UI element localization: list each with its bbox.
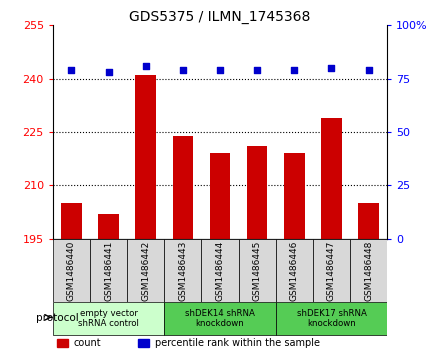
Bar: [98, 214, 119, 239]
Text: GSM1486448: GSM1486448: [364, 241, 373, 301]
Text: shDEK14 shRNA
knockdown: shDEK14 shRNA knockdown: [185, 309, 255, 328]
Bar: [359, 203, 379, 239]
Text: GSM1486443: GSM1486443: [178, 241, 187, 301]
Bar: [202, 239, 238, 302]
Bar: [164, 239, 202, 302]
Bar: [90, 239, 127, 302]
Text: GSM1486445: GSM1486445: [253, 241, 262, 301]
Bar: [164, 302, 276, 335]
Point: [105, 69, 112, 75]
Text: percentile rank within the sample: percentile rank within the sample: [155, 338, 320, 348]
Bar: [238, 239, 276, 302]
Point: [291, 67, 298, 73]
Text: GSM1486446: GSM1486446: [290, 241, 299, 301]
Text: GSM1486441: GSM1486441: [104, 241, 113, 301]
Bar: [321, 118, 342, 239]
Bar: [53, 239, 90, 302]
Point: [68, 67, 75, 73]
Point: [253, 67, 260, 73]
Text: GSM1486447: GSM1486447: [327, 241, 336, 301]
Point: [365, 67, 372, 73]
Bar: [210, 154, 230, 239]
Text: GSM1486444: GSM1486444: [216, 241, 224, 301]
Bar: [138, 339, 150, 347]
Text: empty vector
shRNA control: empty vector shRNA control: [78, 309, 139, 328]
Bar: [284, 154, 304, 239]
Bar: [313, 239, 350, 302]
Bar: [172, 136, 193, 239]
Point: [142, 63, 149, 69]
Bar: [127, 239, 164, 302]
Bar: [53, 302, 164, 335]
Bar: [61, 203, 81, 239]
Point: [216, 67, 224, 73]
Title: GDS5375 / ILMN_1745368: GDS5375 / ILMN_1745368: [129, 11, 311, 24]
Text: count: count: [73, 338, 101, 348]
Bar: [136, 75, 156, 239]
Point: [328, 65, 335, 71]
Point: [180, 67, 187, 73]
Text: protocol: protocol: [36, 313, 79, 323]
Bar: [276, 302, 387, 335]
Bar: [350, 239, 387, 302]
Text: GSM1486440: GSM1486440: [67, 241, 76, 301]
Text: shDEK17 shRNA
knockdown: shDEK17 shRNA knockdown: [297, 309, 367, 328]
Bar: [276, 239, 313, 302]
Text: GSM1486442: GSM1486442: [141, 241, 150, 301]
Bar: [247, 146, 268, 239]
Bar: [56, 339, 68, 347]
